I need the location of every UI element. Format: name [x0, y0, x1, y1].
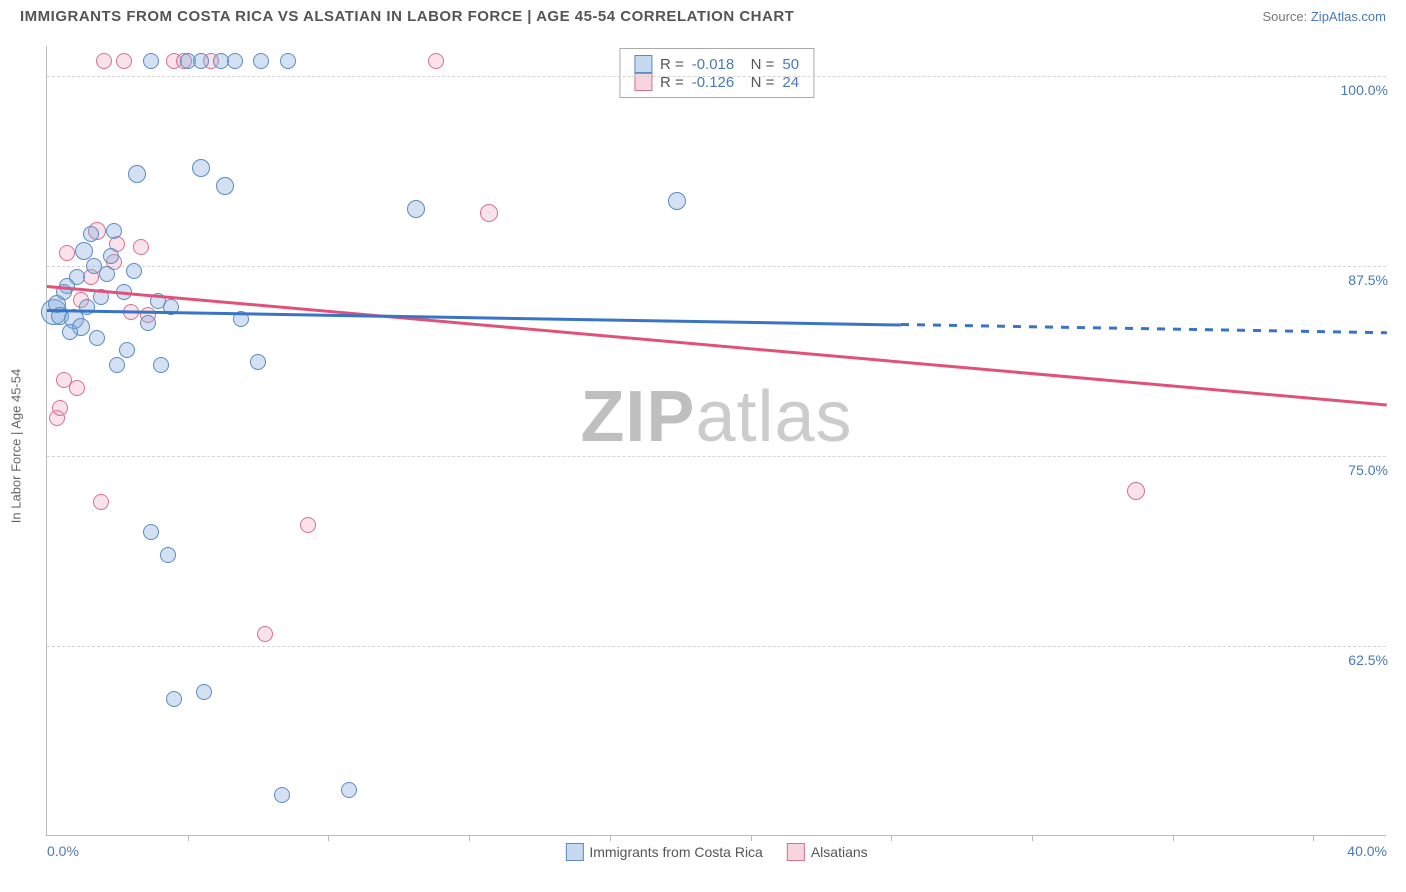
- xtick-label: 40.0%: [1347, 843, 1387, 859]
- data-point: [428, 53, 444, 69]
- scatter-chart: ZIPatlas R = -0.018 N = 50 R = -0.126 N …: [46, 46, 1386, 836]
- data-point: [69, 380, 85, 396]
- watermark: ZIPatlas: [580, 376, 852, 458]
- data-point: [59, 245, 75, 261]
- data-point: [166, 691, 182, 707]
- gridline: [47, 266, 1386, 267]
- data-point: [119, 342, 135, 358]
- data-point: [89, 330, 105, 346]
- xtick: [891, 835, 892, 841]
- data-point: [140, 315, 156, 331]
- data-point: [274, 787, 290, 803]
- xtick: [610, 835, 611, 841]
- data-point: [99, 266, 115, 282]
- xtick: [1173, 835, 1174, 841]
- data-point: [153, 357, 169, 373]
- legend-item-blue: Immigrants from Costa Rica: [565, 843, 762, 861]
- data-point: [109, 357, 125, 373]
- data-point: [192, 159, 210, 177]
- data-point: [133, 239, 149, 255]
- legend-n-label: N =: [742, 56, 774, 73]
- data-point: [143, 524, 159, 540]
- legend-label-pink: Alsatians: [811, 844, 868, 860]
- xtick: [188, 835, 189, 841]
- watermark-light: atlas: [695, 377, 852, 457]
- gridline: [47, 646, 1386, 647]
- ytick-label: 100.0%: [1335, 82, 1388, 98]
- data-point: [300, 517, 316, 533]
- data-point: [250, 354, 266, 370]
- data-point: [143, 53, 159, 69]
- data-point: [79, 299, 95, 315]
- correlation-legend: R = -0.018 N = 50 R = -0.126 N = 24: [619, 48, 814, 98]
- data-point: [83, 226, 99, 242]
- xtick: [469, 835, 470, 841]
- data-point: [227, 53, 243, 69]
- data-point: [257, 626, 273, 642]
- ytick-label: 87.5%: [1342, 272, 1388, 288]
- xtick-label: 0.0%: [47, 843, 79, 859]
- data-point: [668, 192, 686, 210]
- gridline: [47, 456, 1386, 457]
- gridline: [47, 76, 1386, 77]
- data-point: [93, 494, 109, 510]
- data-point: [103, 248, 119, 264]
- source-prefix: Source:: [1262, 9, 1310, 24]
- series-legend: Immigrants from Costa Rica Alsatians: [565, 843, 867, 861]
- data-point: [216, 177, 234, 195]
- legend-n-value-blue: 50: [782, 56, 799, 73]
- trend-line: [47, 285, 1387, 406]
- legend-item-pink: Alsatians: [787, 843, 868, 861]
- source-attribution: Source: ZipAtlas.com: [1262, 9, 1386, 24]
- swatch-pink-icon: [787, 843, 805, 861]
- xtick: [751, 835, 752, 841]
- legend-row-blue: R = -0.018 N = 50: [634, 55, 799, 73]
- trend-line: [901, 323, 1387, 334]
- swatch-blue-icon: [634, 55, 652, 73]
- data-point: [52, 400, 68, 416]
- data-point: [480, 204, 498, 222]
- data-point: [75, 242, 93, 260]
- ytick-label: 75.0%: [1342, 462, 1388, 478]
- chart-title: IMMIGRANTS FROM COSTA RICA VS ALSATIAN I…: [20, 8, 794, 25]
- data-point: [253, 53, 269, 69]
- watermark-bold: ZIP: [580, 377, 695, 457]
- data-point: [196, 684, 212, 700]
- data-point: [1127, 482, 1145, 500]
- legend-r-label: R =: [660, 56, 684, 73]
- data-point: [128, 165, 146, 183]
- xtick: [1032, 835, 1033, 841]
- data-point: [96, 53, 112, 69]
- ytick-label: 62.5%: [1342, 652, 1388, 668]
- data-point: [341, 782, 357, 798]
- data-point: [160, 547, 176, 563]
- xtick: [328, 835, 329, 841]
- data-point: [69, 269, 85, 285]
- data-point: [407, 200, 425, 218]
- legend-r-value-blue: -0.018: [692, 56, 735, 73]
- data-point: [280, 53, 296, 69]
- data-point: [106, 223, 122, 239]
- data-point: [193, 53, 209, 69]
- data-point: [116, 53, 132, 69]
- legend-label-blue: Immigrants from Costa Rica: [589, 844, 762, 860]
- data-point: [62, 324, 78, 340]
- source-link[interactable]: ZipAtlas.com: [1311, 9, 1386, 24]
- y-axis-label: In Labor Force | Age 45-54: [9, 369, 24, 523]
- swatch-blue-icon: [565, 843, 583, 861]
- data-point: [126, 263, 142, 279]
- xtick: [1313, 835, 1314, 841]
